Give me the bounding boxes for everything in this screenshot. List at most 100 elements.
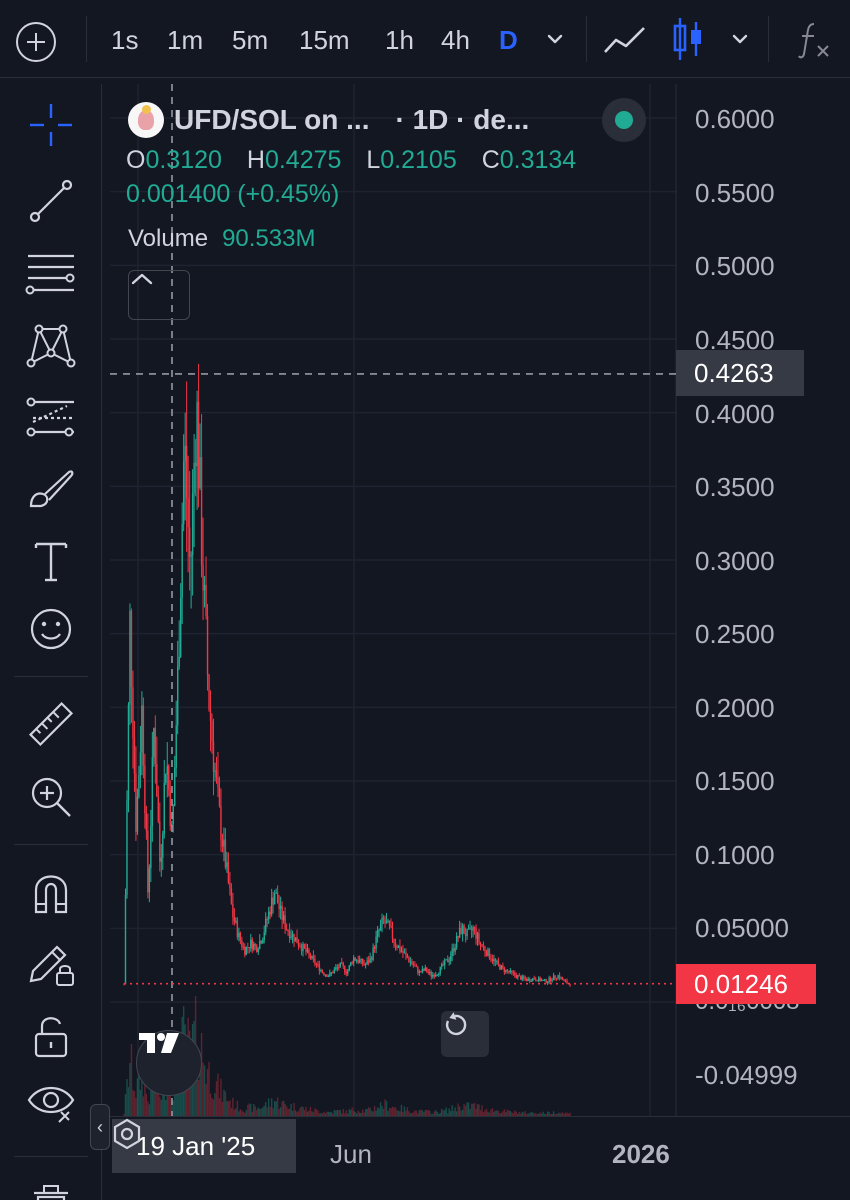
candle-body	[294, 937, 297, 942]
timeframe-5m[interactable]: 5m	[232, 25, 269, 55]
volume-bar	[221, 1101, 224, 1116]
candle-body	[226, 862, 228, 868]
time-axis[interactable]: 19 Jan '25 Jun 2026	[110, 1116, 850, 1200]
volume-bar	[458, 1106, 461, 1116]
ruler-icon[interactable]	[22, 696, 80, 754]
candle-body	[238, 932, 240, 938]
candle-body	[520, 975, 522, 980]
candle-body	[545, 979, 547, 983]
candle-body	[278, 903, 280, 910]
candle-body	[309, 954, 312, 959]
volume-bar	[160, 1099, 162, 1116]
magnet-icon[interactable]	[22, 864, 80, 922]
collapse-legend-button[interactable]	[128, 270, 190, 320]
volume-bar	[415, 1110, 418, 1116]
volume-bar	[537, 1113, 540, 1116]
volume-bar	[460, 1110, 462, 1116]
collapse-sidebar-handle[interactable]: ‹	[90, 1104, 110, 1150]
volume-bar	[424, 1110, 427, 1116]
indicators-icon[interactable]	[796, 20, 832, 60]
candle-body	[185, 445, 188, 499]
volume-bar	[409, 1113, 412, 1116]
volume-bar	[454, 1107, 456, 1116]
pencil-lock-icon[interactable]	[22, 936, 80, 994]
volume-label[interactable]: Volume	[128, 225, 209, 252]
crosshair-icon[interactable]	[22, 96, 80, 154]
volume-bar	[238, 1111, 240, 1116]
symbol-title[interactable]: UFD/SOL on ...	[174, 104, 370, 135]
timeframe-15m[interactable]: 15m	[299, 25, 350, 55]
reset-chart-button[interactable]	[441, 1011, 489, 1057]
candle-body	[227, 862, 230, 883]
volume-bar	[247, 1104, 249, 1116]
volume-bar	[136, 1078, 139, 1116]
candle-body	[299, 945, 301, 948]
volume-bar	[444, 1110, 446, 1116]
tradingview-logo[interactable]	[136, 1030, 202, 1096]
trend-line-icon[interactable]	[22, 172, 80, 230]
chevron-down-icon[interactable]	[729, 28, 751, 50]
candle-body	[490, 958, 492, 960]
timeframe-1s[interactable]: 1s	[111, 25, 139, 55]
candle-body	[193, 462, 195, 494]
add-icon[interactable]	[16, 22, 56, 62]
price-label: 0.2000	[695, 693, 775, 723]
timeframe-4h[interactable]: 4h	[441, 25, 470, 55]
candle-body	[190, 555, 192, 557]
candle-body	[402, 950, 404, 953]
eye-icon[interactable]	[22, 1074, 80, 1132]
volume-bar	[232, 1097, 234, 1116]
brush-icon[interactable]	[22, 460, 80, 518]
volume-bar	[350, 1109, 352, 1116]
candle-body	[224, 839, 227, 868]
candle-body	[523, 976, 525, 979]
pattern-icon[interactable]	[22, 316, 80, 374]
candle-body	[424, 967, 427, 971]
lock-icon[interactable]	[22, 1008, 80, 1066]
volume-bar	[387, 1111, 389, 1116]
projection-icon[interactable]	[22, 388, 80, 446]
candle-body	[390, 925, 392, 928]
candle-body	[285, 928, 288, 931]
timeframe-d[interactable]: D	[499, 25, 518, 55]
volume-bar	[260, 1108, 262, 1116]
candle-body	[355, 960, 358, 962]
candle-body	[405, 952, 407, 955]
market-status-dot[interactable]	[602, 98, 646, 142]
symbol-interval-info[interactable]: · 1D · de...	[395, 104, 530, 135]
timeframe-1m[interactable]: 1m	[167, 25, 204, 55]
candles-icon[interactable]	[672, 16, 704, 62]
candle-body	[394, 942, 397, 947]
trash-icon[interactable]	[22, 1174, 80, 1200]
volume-bar	[439, 1112, 441, 1116]
volume-bar	[142, 1096, 145, 1116]
candle-body	[524, 978, 526, 980]
text-icon[interactable]	[22, 532, 80, 590]
candle-body	[505, 969, 507, 973]
candle-body	[353, 957, 355, 963]
volume-bar	[139, 1089, 142, 1116]
line-chart-icon[interactable]	[602, 20, 648, 60]
candle-body	[436, 974, 438, 976]
volume-bar	[426, 1109, 428, 1116]
timeframe-1h[interactable]: 1h	[385, 25, 414, 55]
candle-body	[332, 972, 334, 974]
zoom-in-icon[interactable]	[22, 768, 80, 826]
chevron-down-icon[interactable]	[544, 28, 566, 50]
chart-pane[interactable]: UFD/SOL on ... · 1D · de... O0.3120 H0.4…	[110, 84, 850, 1200]
volume-bar	[273, 1101, 276, 1116]
fib-icon[interactable]	[22, 244, 80, 302]
emoji-icon[interactable]	[22, 600, 80, 658]
volume-bar	[236, 1100, 239, 1116]
candle-body	[178, 656, 180, 667]
candle-body	[242, 946, 245, 948]
candle-body	[315, 963, 318, 965]
price-label: 0.05000	[695, 913, 789, 943]
candle-body	[542, 979, 544, 981]
candle-body	[235, 920, 237, 922]
candle-body	[196, 401, 198, 467]
candle-body	[320, 970, 322, 972]
volume-bar	[259, 1108, 261, 1116]
settings-icon[interactable]	[110, 1117, 144, 1151]
candle-body	[526, 979, 528, 981]
